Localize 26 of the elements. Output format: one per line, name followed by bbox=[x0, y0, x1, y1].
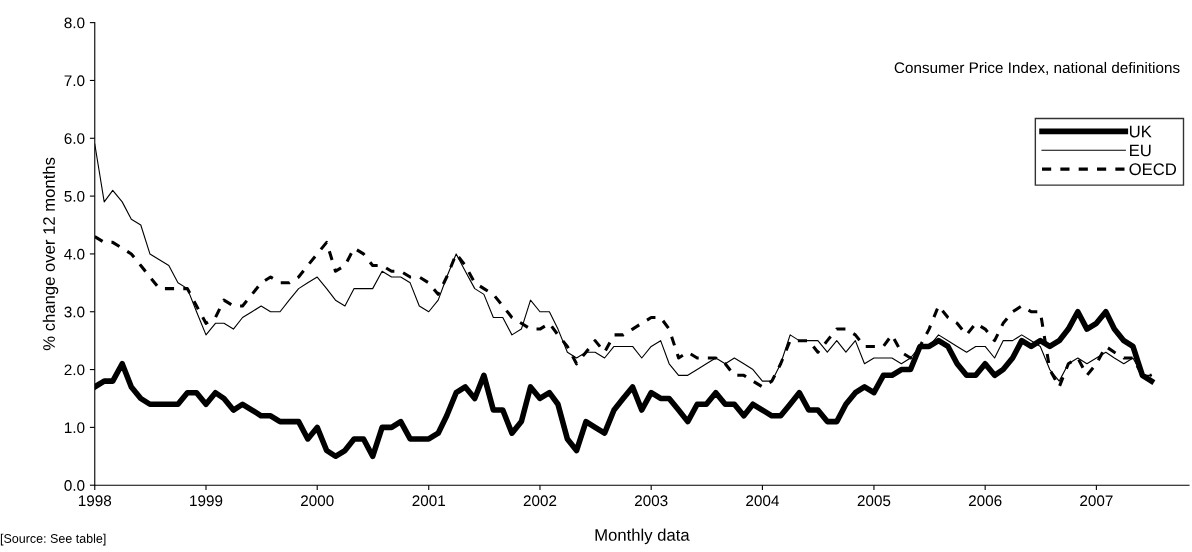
y-axis-title: % change over 12 months bbox=[42, 157, 59, 351]
x-tick-label: 1998 bbox=[78, 495, 112, 507]
x-tick-label: 2006 bbox=[968, 495, 1002, 507]
y-tick-label: 7.0 bbox=[64, 75, 85, 87]
legend-label: OECD bbox=[1129, 163, 1177, 176]
y-tick-label: 6.0 bbox=[64, 133, 85, 144]
x-tick-label: 2000 bbox=[300, 495, 334, 507]
legend-label: UK bbox=[1129, 125, 1152, 138]
legend-label: EU bbox=[1130, 144, 1151, 157]
y-tick-label: 1.0 bbox=[64, 422, 85, 434]
text: [Source: See table] bbox=[0, 533, 106, 546]
annotation: Consumer Price Index, national definitions bbox=[894, 61, 1180, 75]
y-tick-label: 0.0 bbox=[64, 480, 85, 491]
x-axis-title: Monthly data bbox=[595, 528, 690, 545]
y-tick-label: 3.0 bbox=[64, 306, 85, 318]
x-tick-label: 2004 bbox=[746, 495, 779, 507]
x-tick-label: 2003 bbox=[634, 495, 668, 507]
x-tick-label: 2001 bbox=[412, 495, 445, 507]
x-tick-label: 2005 bbox=[857, 495, 891, 507]
x-tick-label: 2007 bbox=[1080, 495, 1113, 507]
y-tick-label: 5.0 bbox=[64, 190, 85, 202]
x-tick-label: 1999 bbox=[190, 495, 223, 507]
y-tick-label: 8.0 bbox=[64, 17, 85, 29]
y-tick-label: 4.0 bbox=[64, 248, 85, 260]
x-tick-label: 2002 bbox=[523, 495, 557, 507]
y-tick-label: 2.0 bbox=[64, 364, 85, 376]
